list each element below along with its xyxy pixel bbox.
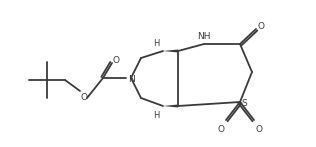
Text: H: H (153, 111, 159, 120)
Text: NH: NH (197, 31, 211, 41)
Text: O: O (112, 56, 119, 65)
Polygon shape (163, 105, 178, 107)
Text: O: O (217, 125, 224, 133)
Polygon shape (163, 50, 178, 52)
Text: N: N (128, 75, 134, 83)
Text: O: O (258, 21, 264, 30)
Text: H: H (153, 39, 159, 47)
Text: S: S (241, 100, 247, 108)
Text: O: O (256, 125, 263, 133)
Text: O: O (81, 93, 88, 102)
